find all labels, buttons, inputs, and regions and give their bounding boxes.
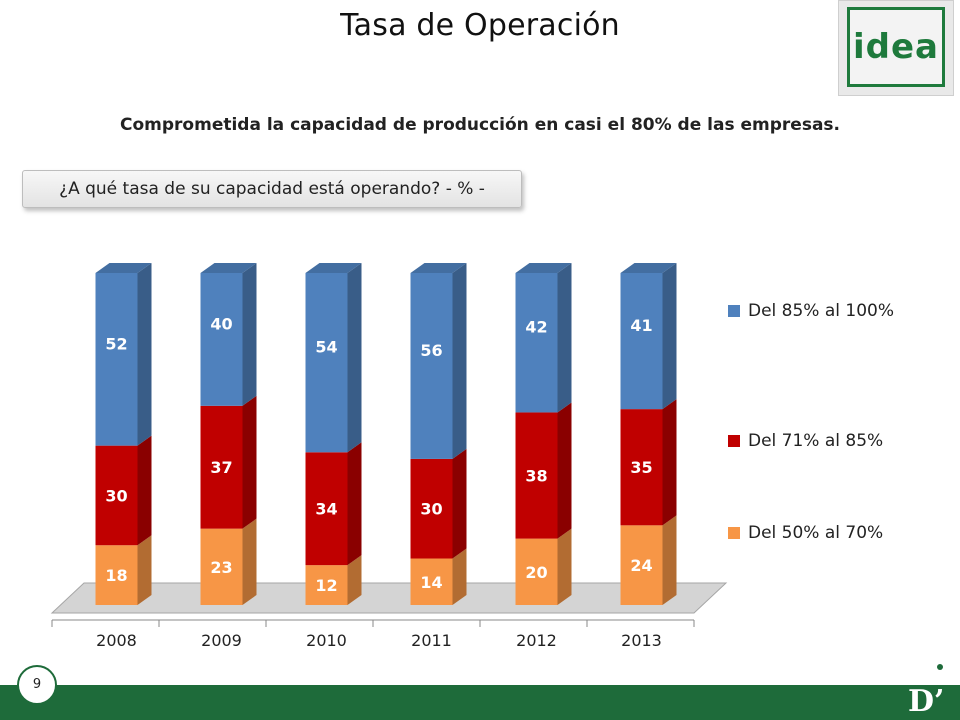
data-label: 38: [525, 467, 547, 486]
bar-side-2010-2: [347, 263, 362, 453]
bar-segment-2013-1: [620, 409, 663, 526]
bar-segment-2011-1: [410, 458, 453, 559]
bar-top-2009: [200, 263, 257, 273]
bar-side-2011-1: [452, 448, 467, 559]
bar-segment-2008-2: [95, 273, 138, 446]
bar-segment-2011-2: [410, 273, 453, 459]
bar-side-2013-0: [662, 515, 677, 605]
bar-segment-2012-2: [515, 273, 558, 413]
logo-text: idea: [853, 27, 939, 67]
bar-top-2008: [95, 263, 152, 273]
data-label: 56: [420, 341, 442, 360]
bar-segment-2010-2: [305, 273, 348, 453]
bar-segment-2008-0: [95, 545, 138, 605]
bar-side-2011-0: [452, 548, 467, 605]
legend-label: Del 85% al 100%: [748, 301, 895, 321]
bar-segment-2013-2: [620, 273, 663, 410]
x-tick-label: 2011: [411, 631, 452, 650]
bar-side-2011-2: [452, 263, 467, 459]
bar-side-2008-1: [137, 435, 152, 546]
idea-logo: idea: [838, 0, 954, 96]
bar-side-2009-1: [242, 395, 257, 529]
data-label: 54: [315, 338, 337, 357]
data-label: 52: [105, 334, 127, 353]
data-label: 34: [315, 500, 337, 519]
bar-top-2012: [515, 263, 572, 273]
bar-segment-2010-1: [305, 452, 348, 566]
bar-segment-2009-0: [200, 528, 243, 605]
corner-dot: [937, 664, 943, 670]
legend-label: Del 71% al 85%: [748, 431, 884, 451]
bar-side-2009-0: [242, 518, 257, 605]
bar-top-2010: [305, 263, 362, 273]
bar-side-2013-1: [662, 399, 677, 526]
data-label: 24: [630, 556, 652, 575]
bar-segment-2012-0: [515, 538, 558, 605]
bar-side-2012-1: [557, 402, 572, 539]
legend-swatch: [728, 305, 740, 317]
bar-segment-2011-0: [410, 558, 453, 605]
data-label: 41: [630, 316, 652, 335]
bar-segment-2013-0: [620, 525, 663, 605]
bar-side-2008-0: [137, 535, 152, 605]
data-label: 37: [210, 458, 232, 477]
legend-swatch: [728, 527, 740, 539]
data-label: 40: [210, 314, 232, 333]
bar-side-2012-2: [557, 263, 572, 413]
legend-item: Del 71% al 85%: [728, 430, 883, 452]
x-tick-label: 2013: [621, 631, 662, 650]
bar-segment-2012-1: [515, 412, 558, 539]
data-label: 20: [525, 563, 547, 582]
bar-segment-2009-1: [200, 405, 243, 529]
bar-side-2009-2: [242, 263, 257, 406]
x-tick-label: 2012: [516, 631, 557, 650]
chart-subtitle: Comprometida la capacidad de producción …: [120, 115, 840, 135]
page-title: Tasa de Operación: [340, 8, 620, 43]
data-label: 23: [210, 558, 232, 577]
footer-bar: [0, 685, 960, 720]
legend-item: Del 85% al 100%: [728, 300, 894, 322]
corner-mark: D’: [908, 684, 945, 719]
data-label: 14: [420, 573, 442, 592]
bar-top-2011: [410, 263, 467, 273]
bar-side-2010-0: [347, 555, 362, 605]
bar-segment-2009-2: [200, 273, 243, 406]
legend-label: Del 50% al 70%: [748, 523, 884, 543]
data-label: 30: [105, 486, 127, 505]
x-tick-label: 2010: [306, 631, 347, 650]
legend-swatch: [728, 435, 740, 447]
bar-top-2013: [620, 263, 677, 273]
x-tick-label: 2009: [201, 631, 242, 650]
data-label: 35: [630, 458, 652, 477]
data-label: 30: [420, 500, 442, 519]
bar-side-2008-2: [137, 263, 152, 446]
x-tick-label: 2008: [96, 631, 137, 650]
bar-segment-2010-0: [305, 565, 348, 605]
bar-segment-2008-1: [95, 445, 138, 546]
data-label: 12: [315, 576, 337, 595]
survey-question-box: ¿A qué tasa de su capacidad está operand…: [22, 170, 522, 208]
legend-item: Del 50% al 70%: [728, 522, 883, 544]
bar-side-2012-0: [557, 528, 572, 605]
stacked-bar-chart: 18 30 52 2008 23 37 40 2009 12 34 54 2010 14 30 56 2011…: [50, 263, 728, 650]
data-label: 18: [105, 566, 127, 585]
page-number: 9: [17, 665, 57, 705]
bar-side-2013-2: [662, 263, 677, 410]
bar-side-2010-1: [347, 442, 362, 566]
data-label: 42: [525, 318, 547, 337]
